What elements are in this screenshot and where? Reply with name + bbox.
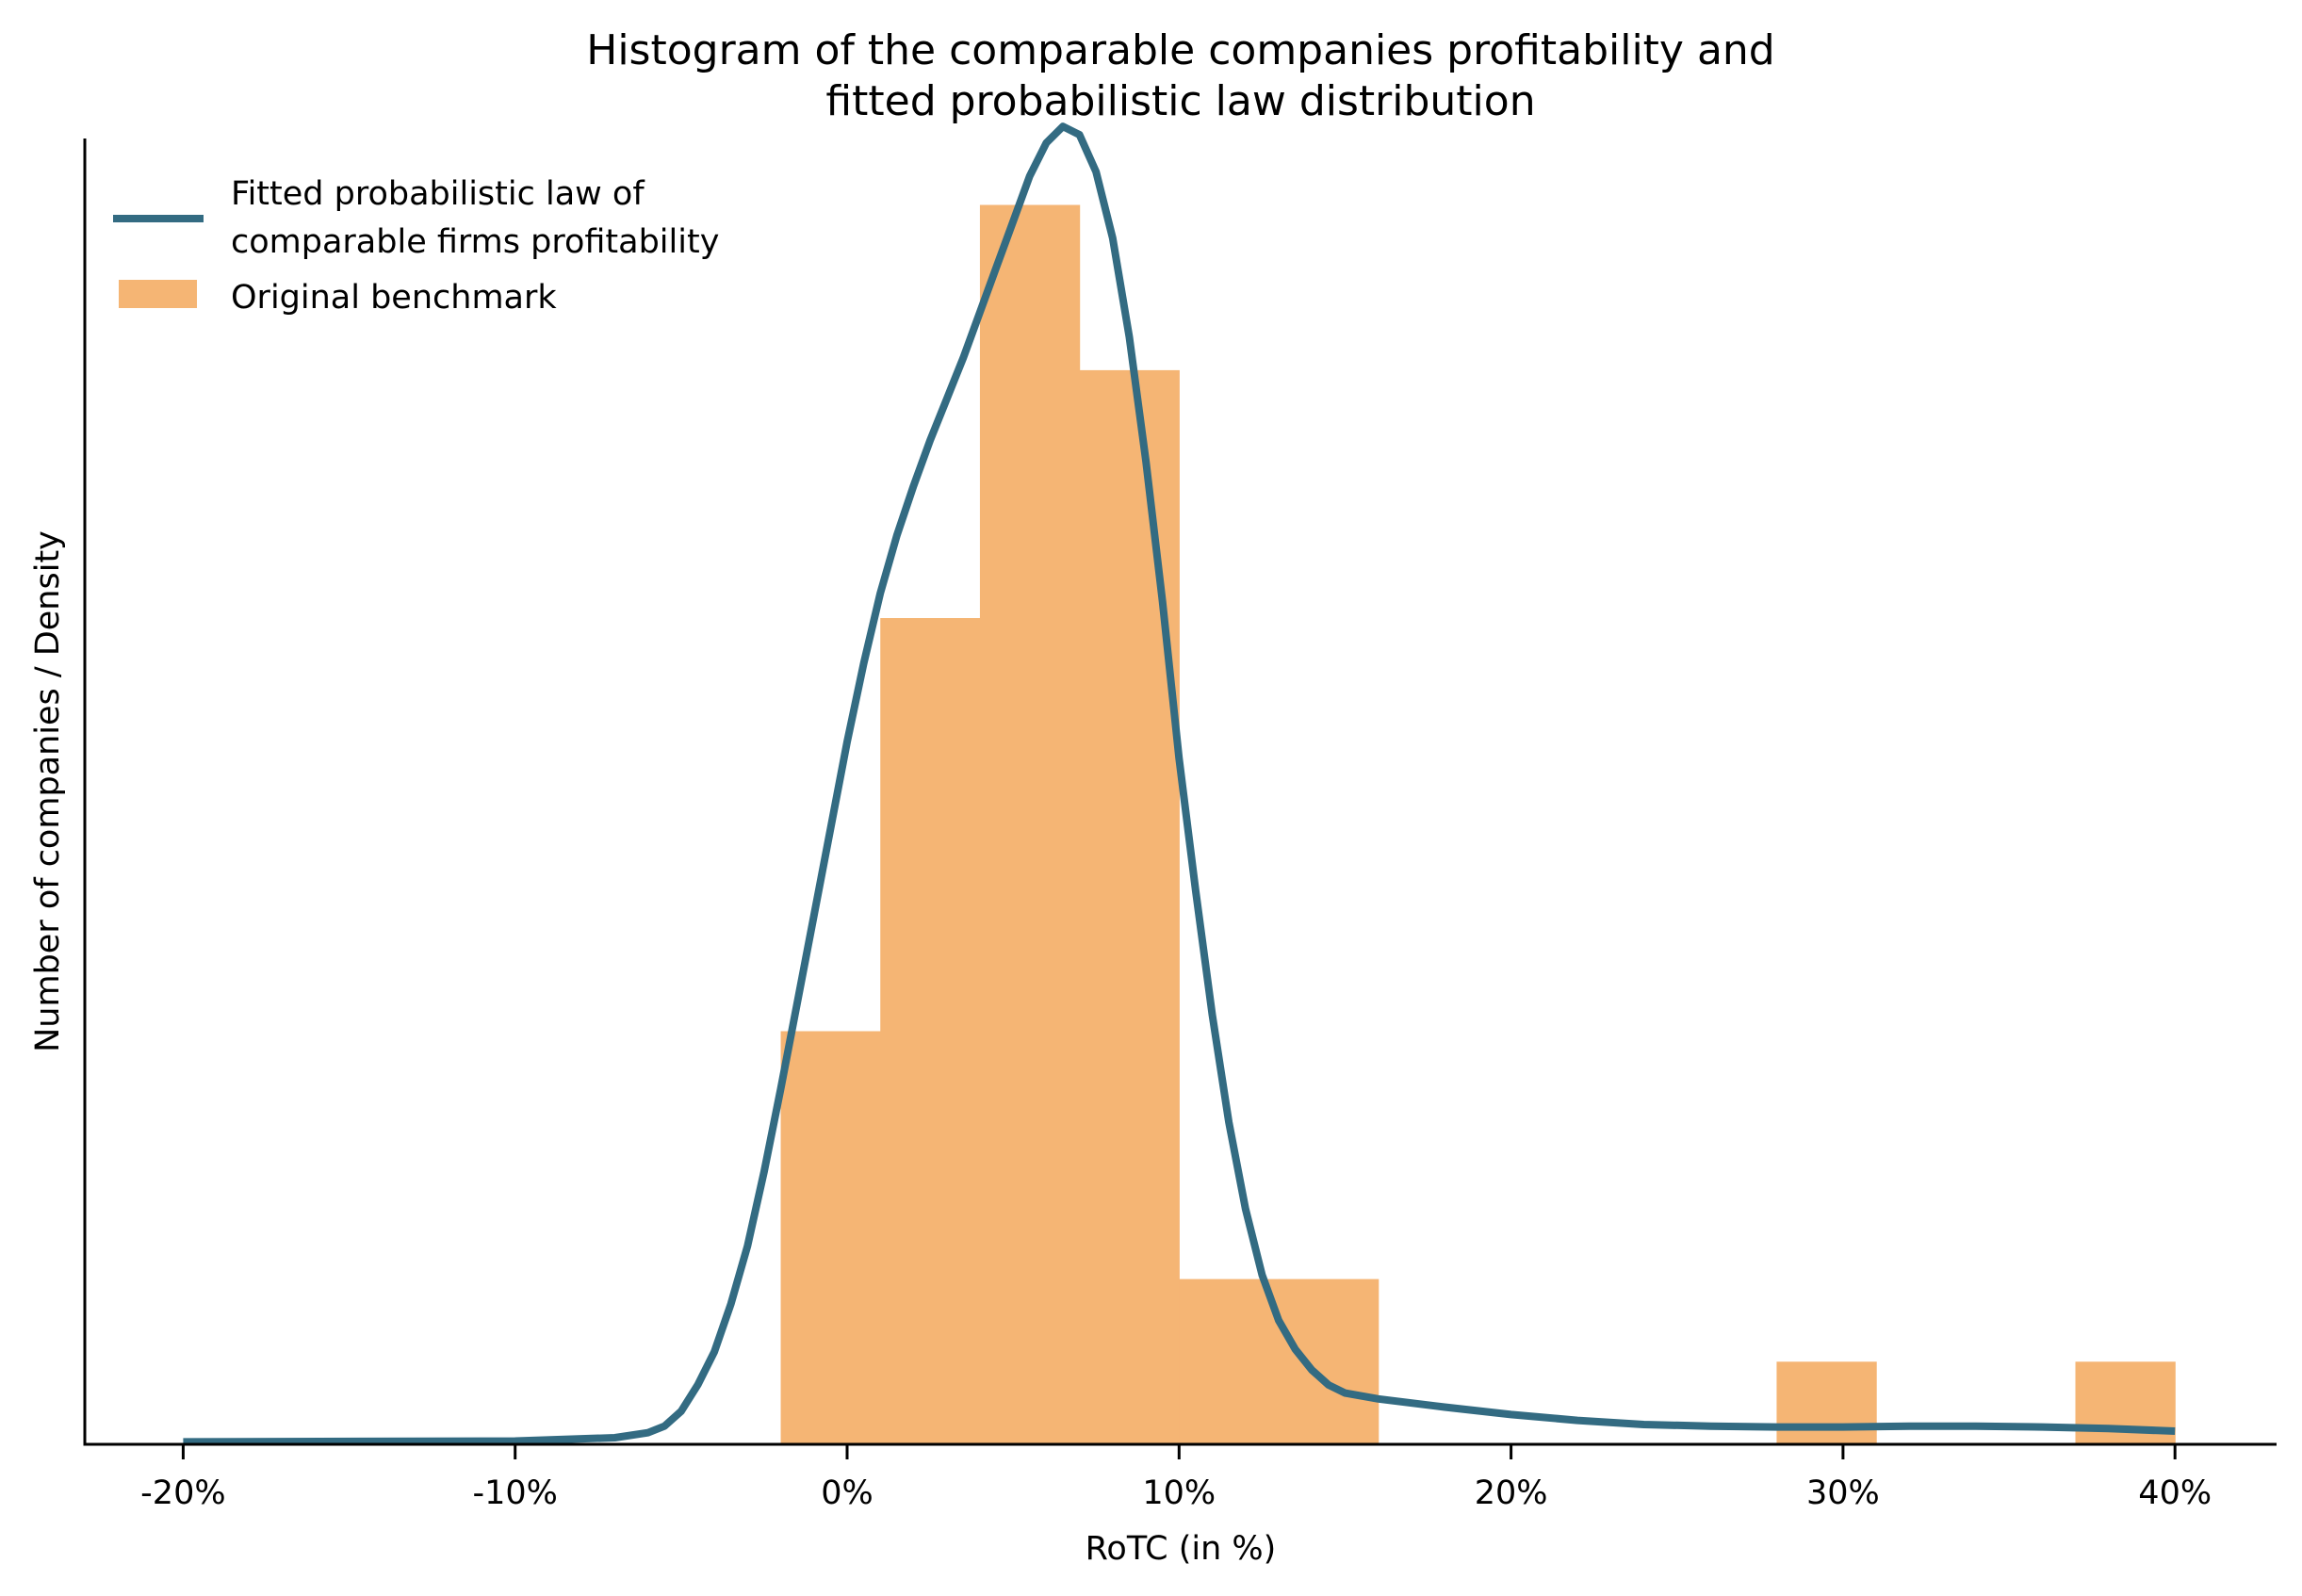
histogram-bar [780, 1031, 881, 1444]
legend-label-fitted-line-1: Fitted probabilistic law of [231, 175, 645, 213]
legend-label-benchmark: Original benchmark [231, 279, 557, 317]
histogram-bar [1079, 369, 1180, 1444]
legend-item-original-benchmark: Original benchmark [119, 279, 557, 317]
chart-title-line-1: Histogram of the comparable companies pr… [586, 26, 1774, 74]
histogram-bar [1776, 1361, 1877, 1444]
chart-title: Histogram of the comparable companies pr… [586, 26, 1774, 125]
legend-item-fitted-law: Fitted probabilistic law of comparable f… [113, 175, 719, 261]
x-tick-label: -20% [140, 1474, 225, 1512]
legend-label-fitted-line-2: comparable firms profitability [231, 223, 719, 261]
density-line-layer [183, 122, 2176, 1446]
histogram-bar [880, 618, 981, 1444]
y-axis-label: Number of companies / Density [29, 530, 67, 1052]
histogram-bar [1278, 1278, 1380, 1444]
histogram-bar [1179, 1278, 1280, 1444]
x-tick-label: 20% [1475, 1474, 1548, 1512]
fitted-density-line [183, 122, 2176, 1446]
x-tick-label: 0% [821, 1474, 873, 1512]
x-axis-ticks: -20% -10% 0% 10% 20% 30% 40% [140, 1444, 2212, 1512]
x-tick-label: -10% [472, 1474, 557, 1512]
legend-patch-swatch [119, 280, 197, 308]
x-axis-label: RoTC (in %) [1086, 1530, 1277, 1568]
histogram-bar [979, 204, 1081, 1444]
legend: Fitted probabilistic law of comparable f… [113, 175, 719, 317]
axes: -20% -10% 0% 10% 20% 30% 40% [83, 138, 2277, 1512]
x-tick-label: 10% [1142, 1474, 1216, 1512]
x-tick-label: 30% [1806, 1474, 1880, 1512]
x-tick-label: 40% [2138, 1474, 2212, 1512]
histogram-bars [780, 204, 2176, 1444]
chart-title-line-2: fitted probabilistic law distribution [825, 77, 1535, 125]
